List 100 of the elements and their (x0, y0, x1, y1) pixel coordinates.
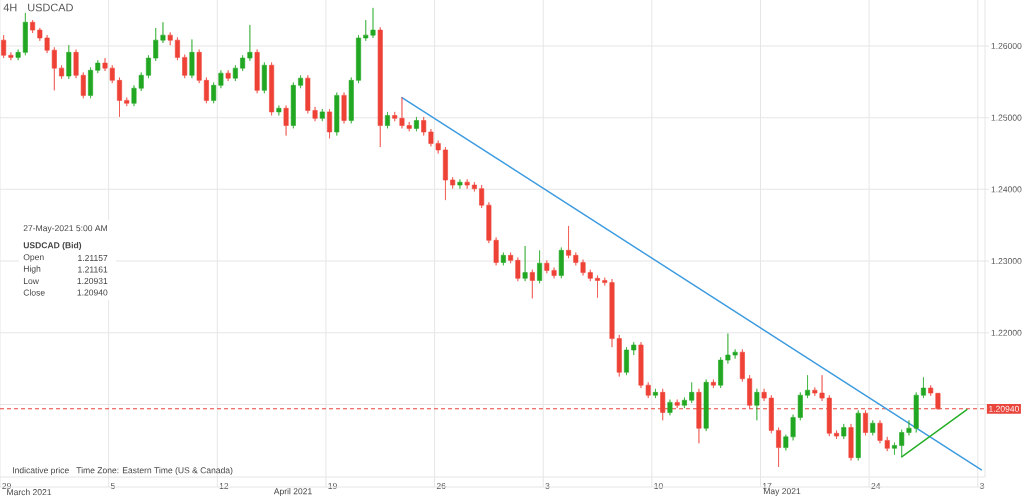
candlestick (269, 62, 275, 116)
candlestick (652, 388, 658, 399)
candlestick (529, 269, 535, 299)
candlestick (754, 388, 760, 421)
x-tick-label: 19 (328, 482, 337, 489)
annotation: USDCAD (Bid) (23, 242, 82, 250)
candlestick (761, 388, 767, 402)
text: April 2021 (273, 488, 312, 496)
candlestick (174, 36, 180, 61)
candlestick (319, 108, 325, 122)
candlestick (471, 181, 477, 192)
annotation: 1.21157 (78, 254, 108, 262)
candlestick (667, 399, 673, 416)
chart-title: 4H (3, 3, 17, 12)
annotation: Open (23, 254, 44, 262)
candlestick (8, 52, 14, 61)
y-tick-label: 1.26000 (991, 42, 1022, 49)
annotation: Close (23, 289, 45, 296)
candlestick (203, 77, 209, 104)
x-tick-label: 24 (871, 482, 881, 489)
candlestick (442, 146, 448, 201)
candlestick (631, 341, 637, 356)
candlestick (450, 176, 456, 189)
candlestick (167, 31, 173, 46)
candlestick (385, 111, 390, 129)
candlestick (500, 252, 506, 266)
candlestick (558, 247, 564, 279)
candlestick (59, 64, 65, 80)
chart-subtitle: USDCAD (28, 3, 73, 12)
candlestick (776, 427, 782, 468)
candlestick (146, 54, 151, 79)
candlestick (892, 442, 897, 456)
x-tick-label: 12 (219, 482, 229, 489)
candlestick (805, 374, 811, 399)
candlestick (218, 69, 224, 89)
candlestick (88, 67, 94, 99)
x-tick-label: 17 (763, 482, 772, 489)
candlestick (681, 397, 687, 409)
candlestick (327, 108, 333, 139)
candlestick (537, 250, 543, 284)
x-tick-label: 3 (545, 482, 550, 489)
candlestick (413, 116, 419, 132)
candlestick (334, 92, 340, 136)
candlestick (1, 34, 7, 59)
candlestick (595, 275, 600, 298)
candlestick (298, 75, 304, 89)
annotation: Indicative price (13, 467, 69, 475)
candlestick (22, 12, 28, 56)
candlestick (182, 54, 188, 79)
ref-line-label: 1.20940 (989, 405, 1019, 412)
annotation: 1.20940 (77, 289, 108, 296)
candlestick (189, 39, 195, 79)
candlestick (920, 377, 926, 399)
candlestick (283, 105, 289, 136)
text: March 2021 (7, 488, 52, 496)
candlestick (348, 77, 354, 124)
candlestick (51, 47, 57, 91)
candlestick (66, 44, 72, 80)
candlestick (508, 252, 514, 264)
candlestick (710, 379, 716, 389)
candlestick (290, 82, 296, 129)
candlestick (522, 245, 528, 282)
x-tick-label: 3 (979, 482, 984, 489)
candlestick (479, 184, 485, 209)
candlestick (624, 346, 629, 376)
text: May 2021 (763, 488, 801, 496)
y-tick-label: 1.24000 (991, 186, 1022, 193)
candlestick (718, 356, 724, 389)
candlestick (30, 19, 36, 34)
annotation: 1.21161 (78, 266, 108, 273)
x-tick-label: 10 (654, 482, 663, 489)
candlestick (566, 225, 572, 259)
candlestick (457, 179, 463, 189)
candlestick (515, 257, 521, 282)
candlestick (95, 59, 101, 74)
candlestick (464, 179, 470, 189)
candlestick (848, 423, 854, 461)
candlestick (841, 423, 847, 440)
candlestick (870, 420, 876, 436)
candlestick (196, 49, 202, 84)
candlestick (341, 92, 347, 124)
candlestick (240, 54, 246, 72)
candlestick (276, 105, 282, 116)
y-tick-label: 1.23000 (991, 258, 1022, 265)
candlestick (703, 379, 709, 432)
candlestick (247, 24, 253, 62)
candlestick (225, 69, 231, 82)
candlestick (261, 62, 267, 94)
x-tick-label: 29 (2, 482, 11, 489)
candlestick (834, 430, 839, 440)
candlestick (211, 82, 217, 104)
candlestick (124, 97, 130, 107)
candlestick (356, 34, 361, 84)
candlestick (232, 64, 238, 82)
candlestick (117, 77, 122, 118)
x-tick-label: 5 (110, 482, 115, 489)
annotation: High (23, 265, 41, 274)
candlestick (254, 49, 260, 94)
candlestick (377, 26, 383, 148)
annotation: 27-May-2021 5:00 AM (23, 225, 107, 233)
